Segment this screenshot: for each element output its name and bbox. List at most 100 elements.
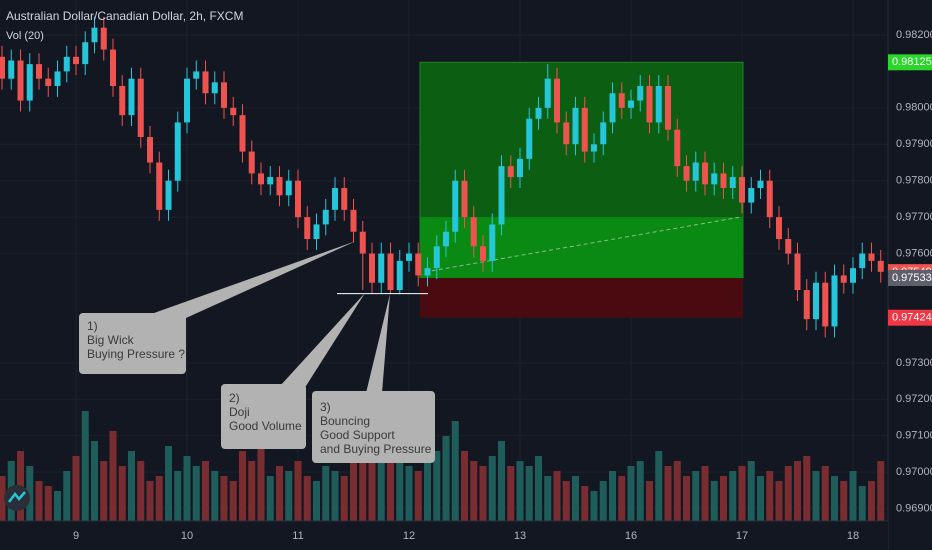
- volume-bar: [673, 461, 681, 521]
- volume-bar: [72, 456, 80, 521]
- volume-title: Vol (20): [6, 30, 44, 42]
- candle-body: [591, 144, 597, 152]
- candle-body: [739, 177, 745, 203]
- note-text: 3): [320, 400, 331, 414]
- candle-body: [803, 290, 810, 320]
- candle-body: [711, 173, 718, 185]
- volume-bar: [331, 471, 339, 521]
- candle-body: [248, 151, 255, 174]
- volume-bar: [858, 486, 866, 521]
- volume-bar: [877, 461, 885, 521]
- price-label-box: [888, 54, 932, 71]
- candle-body: [100, 27, 107, 50]
- volume-bar: [729, 471, 737, 521]
- candle-body: [0, 56, 5, 79]
- candle-body: [359, 231, 366, 254]
- note-text: Big Wick: [87, 333, 135, 347]
- candle-body: [831, 275, 838, 327]
- note-text: 2): [229, 391, 240, 405]
- logo-mark: [8, 491, 26, 503]
- candle-body: [350, 209, 357, 232]
- volume-bar: [100, 461, 108, 521]
- candle-body: [26, 64, 33, 101]
- volume-bar: [840, 481, 848, 521]
- volume-bar: [738, 466, 746, 521]
- volume-bar: [803, 456, 811, 521]
- candle-body: [304, 217, 311, 240]
- volume-bar: [720, 476, 727, 521]
- volume-bar: [368, 461, 376, 521]
- candle-body: [36, 64, 42, 79]
- volume-bar: [581, 486, 589, 521]
- volume-bar: [350, 456, 357, 521]
- chart-title: Australian Dollar/Canadian Dollar, 2h, F…: [6, 9, 243, 23]
- volume-bar: [636, 461, 644, 521]
- candle-body: [202, 71, 209, 94]
- volume-bar: [775, 481, 783, 521]
- volume-bar: [192, 466, 200, 521]
- note-text: and Buying Pressure: [320, 442, 432, 456]
- volume-bar: [414, 471, 422, 521]
- volume-bar: [664, 466, 672, 521]
- volume-bar: [405, 466, 413, 521]
- progress-zone: [420, 217, 743, 278]
- candle-body: [156, 162, 163, 210]
- volume-bar: [461, 451, 468, 521]
- volume-bar: [609, 471, 616, 521]
- volume-bar: [655, 451, 663, 521]
- candle-body: [387, 253, 394, 291]
- volume-bar: [535, 456, 542, 521]
- candle-body: [332, 187, 338, 210]
- volume-bar: [91, 441, 98, 521]
- candle-body: [313, 224, 320, 240]
- y-tick-label: 0.97100: [896, 430, 932, 442]
- volume-bar: [683, 476, 690, 521]
- note-text: 1): [87, 319, 98, 333]
- volume-bar: [313, 481, 320, 521]
- candle-body: [258, 173, 264, 185]
- y-tick-label: 0.97900: [896, 138, 932, 150]
- volume-bar: [849, 471, 857, 521]
- y-tick-label: 0.98200: [896, 29, 932, 41]
- volume-bar: [155, 476, 163, 521]
- x-tick-label: 12: [403, 530, 415, 542]
- candle-body: [729, 177, 736, 188]
- candle-body: [54, 71, 61, 86]
- candle-body: [868, 253, 875, 261]
- candle-body: [73, 56, 79, 65]
- volume-bar: [525, 466, 533, 521]
- y-tick-label: 0.97800: [896, 175, 932, 187]
- volume-bar: [54, 491, 61, 521]
- candle-body: [674, 129, 681, 167]
- candle-body: [8, 60, 15, 79]
- candle-body: [230, 107, 237, 116]
- volume-bar: [590, 491, 598, 521]
- note-text: Good Volume: [229, 419, 302, 433]
- candle-body: [609, 93, 616, 123]
- callout-pointer: [366, 294, 390, 393]
- candle-body: [341, 187, 348, 210]
- volume-bar: [479, 466, 487, 521]
- y-tick-label: 0.97300: [896, 357, 932, 369]
- candle-body: [128, 78, 135, 116]
- volume-bar: [710, 481, 718, 521]
- volume-bar: [747, 461, 755, 521]
- candle-body: [766, 180, 773, 218]
- candle-body: [702, 162, 708, 185]
- volume-bar: [118, 466, 126, 521]
- candle-body: [63, 56, 70, 72]
- volume-bar: [248, 461, 256, 521]
- stop-zone: [420, 277, 743, 318]
- axes: 0.98200 0.98000 0.97900 0.97800 0.97700 0.976…: [73, 29, 932, 542]
- volume-bar: [507, 466, 515, 521]
- volume-pane: [0, 411, 885, 521]
- volume-bar: [618, 476, 626, 521]
- volume-bar: [387, 426, 394, 521]
- volume-bar: [433, 451, 441, 521]
- volume-bar: [340, 476, 348, 521]
- price-label-box: [888, 269, 932, 286]
- candle-body: [618, 93, 625, 108]
- note-text: Doji: [229, 405, 250, 419]
- volume-bar: [646, 481, 653, 521]
- candle-body: [628, 100, 634, 108]
